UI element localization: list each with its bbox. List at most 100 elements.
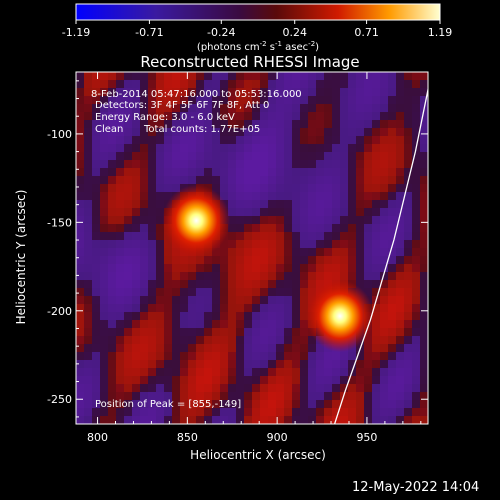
heatmap-cell: [412, 192, 421, 201]
heatmap-cell: [84, 104, 93, 113]
heatmap-cell: [76, 136, 85, 145]
heatmap-cell: [204, 280, 213, 289]
plot-frame: [75, 71, 429, 425]
heatmap-cell: [236, 392, 245, 401]
heatmap-cell: [100, 384, 109, 393]
heatmap-cell: [244, 208, 253, 217]
heatmap-cell: [404, 208, 413, 217]
heatmap-cell: [180, 136, 189, 145]
heatmap-cell: [260, 296, 269, 305]
heatmap-cell: [124, 328, 133, 337]
heatmap-cell: [180, 368, 189, 377]
heatmap-cell: [228, 168, 237, 177]
heatmap-cell: [252, 392, 261, 401]
heatmap-cell: [180, 128, 189, 137]
heatmap-cell: [284, 144, 293, 153]
heatmap-cell: [308, 288, 317, 297]
heatmap-cell: [268, 232, 277, 241]
heatmap-cell: [164, 160, 173, 169]
heatmap-cell: [340, 200, 349, 209]
heatmap-cell: [108, 392, 117, 401]
heatmap-cell: [396, 384, 405, 393]
heatmap-cell: [84, 88, 93, 97]
heatmap-cell: [156, 392, 165, 401]
heatmap-cell: [212, 176, 221, 185]
heatmap-cell: [300, 200, 309, 209]
heatmap-cell: [388, 216, 397, 225]
heatmap-cell: [412, 88, 421, 97]
heatmap-cell: [228, 296, 237, 305]
heatmap-cell: [92, 248, 101, 257]
heatmap-cell: [100, 200, 109, 209]
heatmap-cell: [220, 136, 229, 145]
heatmap-cell: [92, 184, 101, 193]
heatmap-cell: [300, 336, 309, 345]
heatmap-cell: [228, 208, 237, 217]
heatmap-cell: [140, 208, 149, 217]
heatmap-cell: [284, 104, 293, 113]
heatmap-cell: [132, 312, 141, 321]
heatmap-cell: [236, 328, 245, 337]
heatmap-cell: [164, 312, 173, 321]
heatmap-cell: [356, 208, 365, 217]
heatmap-cell: [340, 256, 349, 265]
heatmap-cell: [84, 264, 93, 273]
heatmap-cell: [156, 408, 165, 417]
heatmap-cell: [212, 312, 221, 321]
heatmap-cell: [388, 360, 397, 369]
heatmap-cell: [236, 352, 245, 361]
heatmap-cell: [260, 144, 269, 153]
heatmap-cell: [108, 256, 117, 265]
heatmap-cell: [236, 416, 245, 424]
heatmap-cell: [260, 200, 269, 209]
heatmap-cell: [284, 216, 293, 225]
heatmap-cell: [292, 280, 301, 289]
heatmap-cell: [132, 96, 141, 105]
heatmap-cell: [236, 184, 245, 193]
heatmap-cell: [364, 144, 373, 153]
heatmap-cell: [156, 208, 165, 217]
heatmap-cell: [148, 368, 157, 377]
heatmap-cell: [276, 352, 285, 361]
heatmap-cell: [244, 328, 253, 337]
heatmap-cell: [148, 160, 157, 169]
heatmap-cell: [300, 400, 309, 409]
heatmap-cell: [124, 160, 133, 169]
heatmap-cell: [284, 152, 293, 161]
heatmap-cell: [340, 136, 349, 145]
heatmap-cell: [204, 72, 213, 81]
heatmap-cell: [188, 384, 197, 393]
heatmap-cell: [348, 408, 357, 417]
heatmap-cell: [84, 112, 93, 121]
heatmap-cell: [172, 408, 181, 417]
heatmap-cell: [260, 248, 269, 257]
heatmap-cell: [292, 232, 301, 241]
heatmap-cell: [284, 136, 293, 145]
heatmap-cell: [260, 192, 269, 201]
heatmap-cell: [132, 224, 141, 233]
heatmap-cell: [228, 200, 237, 209]
heatmap-cell: [324, 264, 333, 273]
heatmap-cell: [324, 128, 333, 137]
heatmap-cell: [236, 408, 245, 417]
heatmap-cell: [268, 192, 277, 201]
heatmap-cell: [356, 152, 365, 161]
heatmap-cell: [356, 416, 365, 424]
heatmap-cell: [84, 120, 93, 129]
heatmap-cell: [316, 136, 325, 145]
heatmap-cell: [276, 336, 285, 345]
heatmap-cell: [340, 360, 349, 369]
heatmap-cell: [148, 184, 157, 193]
heatmap-cell: [268, 408, 277, 417]
heatmap-cell: [172, 304, 181, 313]
heatmap-cell: [396, 248, 405, 257]
heatmap-cell: [204, 176, 213, 185]
heatmap-cell: [148, 208, 157, 217]
heatmap-cell: [324, 272, 333, 281]
heatmap-cell: [228, 184, 237, 193]
heatmap-cell: [284, 200, 293, 209]
heatmap-cell: [116, 200, 125, 209]
heatmap-cell: [348, 232, 357, 241]
heatmap-cell: [348, 272, 357, 281]
heatmap-cell: [204, 360, 213, 369]
